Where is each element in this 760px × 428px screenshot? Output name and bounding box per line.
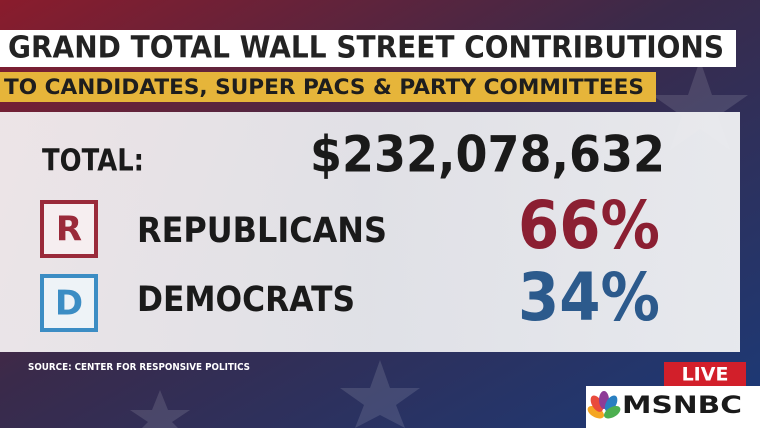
democrat-badge <box>40 274 98 332</box>
title: GRAND TOTAL WALL STREET CONTRIBUTIONS <box>8 31 724 66</box>
subtitle: TO CANDIDATES, SUPER PACS & PARTY COMMIT… <box>4 75 644 99</box>
republican-badge <box>40 200 98 258</box>
live-badge <box>664 362 746 386</box>
subtitle-bar <box>0 72 656 102</box>
party-share: 34% <box>518 259 660 336</box>
party-share: 66% <box>518 187 660 264</box>
party-letter: D <box>55 284 83 324</box>
total-amount: $232,078,632 <box>310 126 665 184</box>
stars <box>130 60 748 428</box>
party-name: REPUBLICANS <box>137 211 387 251</box>
title-bar <box>0 30 736 67</box>
main-panel <box>0 112 740 352</box>
party-name: DEMOCRATS <box>137 280 355 320</box>
peacock-logo <box>587 391 621 419</box>
party-letter: R <box>56 210 82 250</box>
source: SOURCE: CENTER FOR RESPONSIVE POLITICS <box>28 362 250 373</box>
network-name: MSNBC <box>622 391 742 419</box>
total-label: TOTAL: <box>42 144 144 179</box>
live-label: LIVE <box>682 364 729 386</box>
